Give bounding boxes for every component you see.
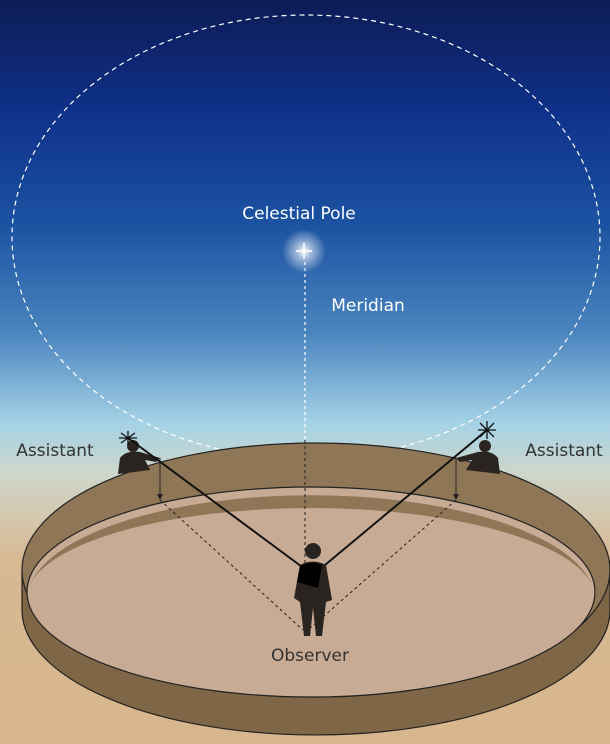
assistant-label: Assistant [16,441,94,461]
observer-label: Observer [271,646,349,666]
meridian-label: Meridian [331,296,405,316]
assistant-label: Assistant [525,441,603,461]
pole-label: Celestial Pole [242,204,356,224]
page: Celestial Pole Meridian Assistant Assist… [0,0,610,744]
diagram: Celestial Pole Meridian Assistant Assist… [0,0,610,744]
